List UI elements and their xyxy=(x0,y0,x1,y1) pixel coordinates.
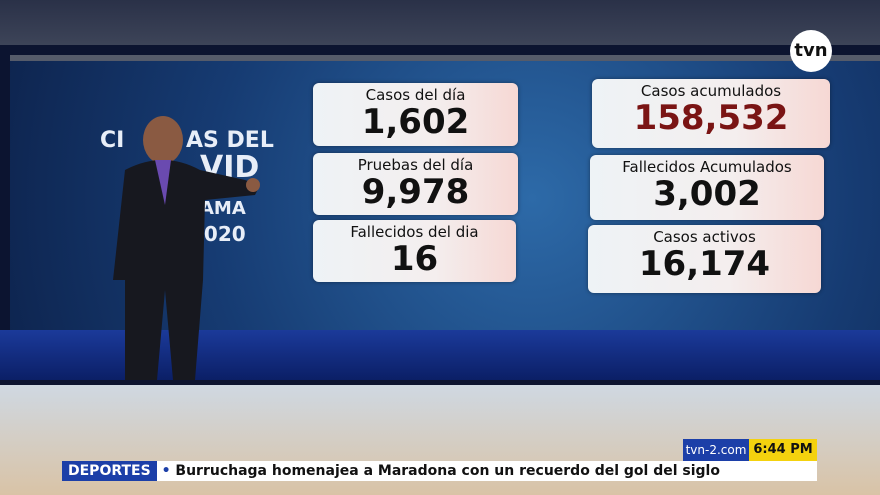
stat-card: Casos activos 16,174 xyxy=(588,225,821,293)
stat-card: Casos acumulados 158,532 xyxy=(592,79,830,148)
ticker-dot: • xyxy=(161,463,171,479)
stat-label: Casos acumulados xyxy=(640,82,782,100)
stat-value: 3,002 xyxy=(653,174,761,214)
stat-card: Casos del día 1,602 xyxy=(313,83,518,146)
ticker-time: 6:44 PM xyxy=(749,439,817,461)
channel-logo: tvn xyxy=(790,30,832,72)
wall-title: AS DEL xyxy=(186,128,274,153)
stat-label: Casos activos xyxy=(653,228,756,246)
stat-value: 158,532 xyxy=(633,98,789,138)
ticker-bar: DEPORTES • Burruchaga homenajea a Marado… xyxy=(62,461,817,481)
wall-title: CI xyxy=(100,128,125,153)
ticker-section: DEPORTES xyxy=(62,461,157,481)
ticker-site: tvn-2.com xyxy=(683,439,749,461)
stat-card: Fallecidos del dia 16 xyxy=(313,220,516,282)
stat-label: Casos del día xyxy=(365,86,466,104)
presenter xyxy=(113,116,260,380)
stat-value: 16 xyxy=(390,239,439,279)
stat-label: Fallecidos del dia xyxy=(350,223,479,241)
stat-label: Pruebas del día xyxy=(357,156,474,174)
wall-title: AMA xyxy=(200,198,246,219)
stat-card: Pruebas del día 9,978 xyxy=(313,153,518,215)
stat-value: 9,978 xyxy=(361,172,470,212)
stat-value: 1,602 xyxy=(361,102,470,142)
ceiling xyxy=(0,0,880,45)
stat-label: Fallecidos Acumulados xyxy=(622,158,792,176)
ticker-headline: Burruchaga homenajea a Maradona con un r… xyxy=(175,463,720,479)
stat-value: 16,174 xyxy=(638,244,771,284)
stat-card: Fallecidos Acumulados 3,002 xyxy=(590,155,824,220)
